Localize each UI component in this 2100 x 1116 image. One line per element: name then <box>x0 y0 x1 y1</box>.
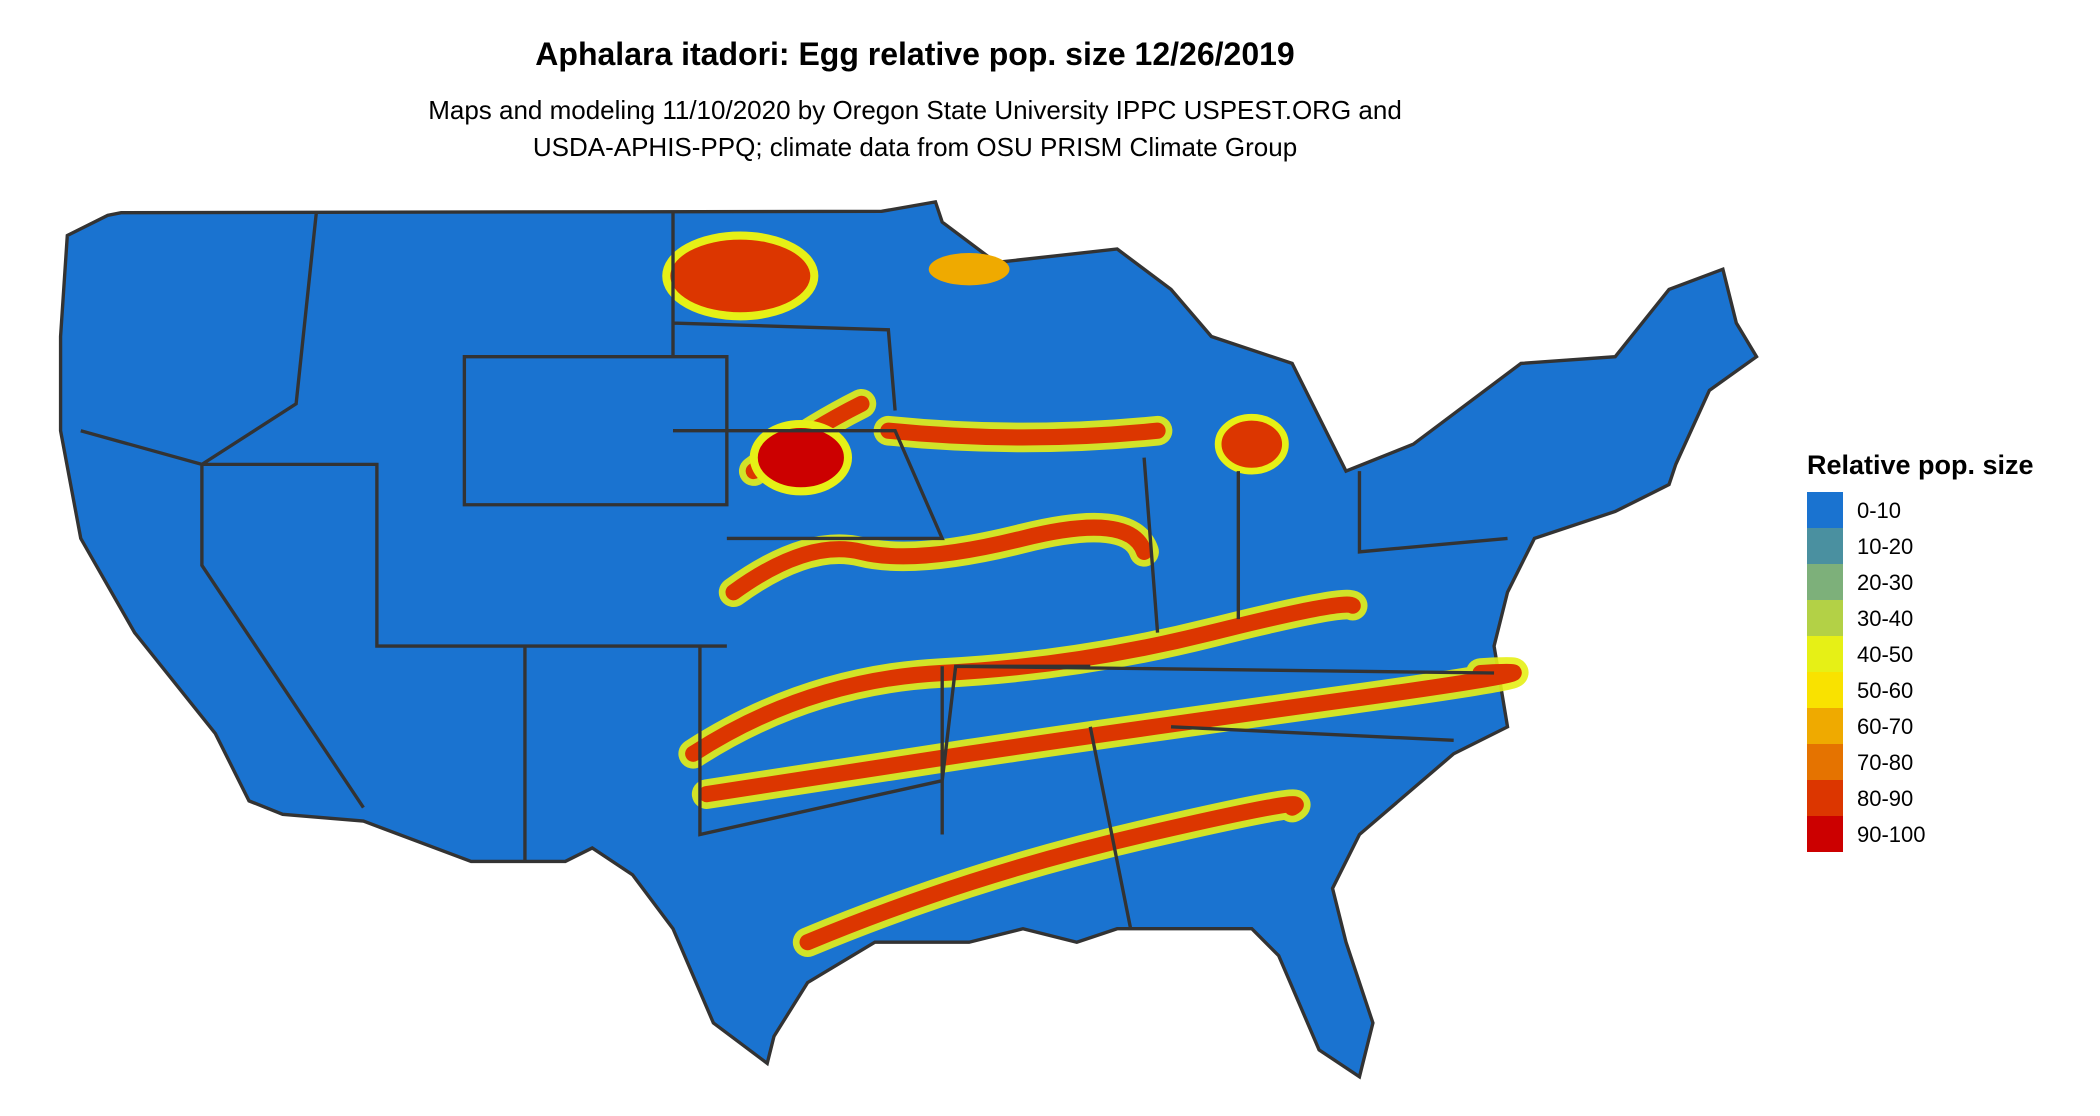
legend-swatch <box>1807 600 1843 636</box>
subtitle-line-1: Maps and modeling 11/10/2020 by Oregon S… <box>428 95 1402 125</box>
legend-swatch <box>1807 492 1843 528</box>
legend-item: 30-40 <box>1807 600 2057 636</box>
legend-item: 90-100 <box>1807 816 2057 852</box>
legend-swatch <box>1807 528 1843 564</box>
legend-swatch <box>1807 636 1843 672</box>
legend-label: 10-20 <box>1857 534 1914 559</box>
map-title: Aphalara itadori: Egg relative pop. size… <box>535 36 1295 72</box>
legend-swatch <box>1807 744 1843 780</box>
us-outline <box>58 199 1759 1080</box>
legend-label: 90-100 <box>1857 822 1926 847</box>
legend-item: 60-70 <box>1807 708 2057 744</box>
legend-label: 60-70 <box>1857 714 1914 739</box>
legend-swatch <box>1807 708 1843 744</box>
legend-label: 50-60 <box>1857 678 1914 703</box>
legend-label: 80-90 <box>1857 786 1914 811</box>
legend-swatch <box>1807 816 1843 852</box>
legend-item: 40-50 <box>1807 636 2057 672</box>
legend-item: 50-60 <box>1807 672 2057 708</box>
legend-label: 30-40 <box>1857 606 1914 631</box>
legend-title: Relative pop. size <box>1807 450 2034 480</box>
population-bands <box>662 231 1529 958</box>
legend-item: 10-20 <box>1807 528 2057 564</box>
legend-label: 40-50 <box>1857 642 1914 667</box>
legend-swatch <box>1807 564 1843 600</box>
state-borders <box>80 212 1508 930</box>
subtitle-line-2: USDA-APHIS-PPQ; climate data from OSU PR… <box>532 132 1298 162</box>
legend-label: 70-80 <box>1857 750 1914 775</box>
legend-swatch <box>1807 780 1843 816</box>
legend-item: 0-10 <box>1807 492 2057 528</box>
legend-item: 20-30 <box>1807 564 2057 600</box>
legend-label: 20-30 <box>1857 570 1914 595</box>
legend-item: 80-90 <box>1807 780 2057 816</box>
legend-label: 0-10 <box>1857 498 1902 523</box>
legend-swatch <box>1807 672 1843 708</box>
legend-item: 70-80 <box>1807 744 2057 780</box>
